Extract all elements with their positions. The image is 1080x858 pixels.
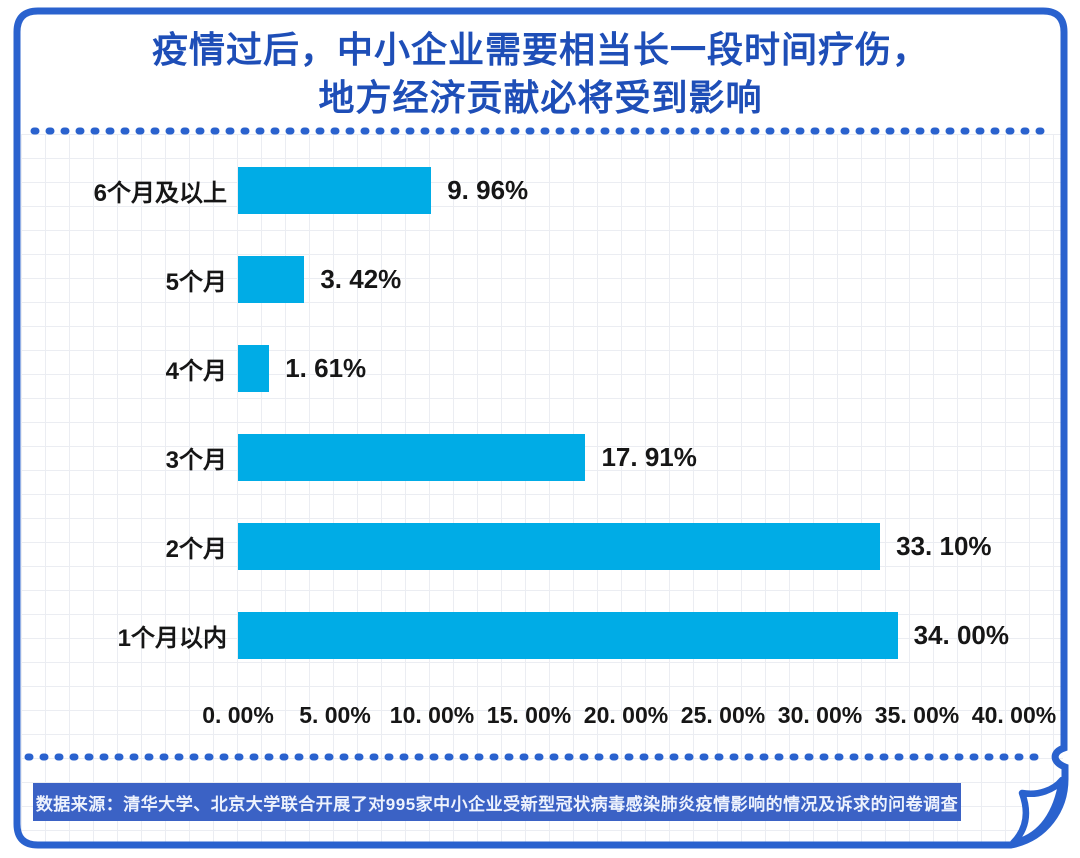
bar [238, 612, 898, 659]
value-label: 34. 00% [913, 620, 1009, 650]
value-label: 17. 91% [601, 442, 697, 472]
bar [238, 345, 270, 392]
chart-title: 疫情过后，中小企业需要相当长一段时间疗伤， 地方经济贡献必将受到影响 [17, 26, 1064, 122]
bar-track: 17. 91% [238, 434, 1014, 481]
bar-row: 6个月及以上 9. 96% [21, 146, 1063, 235]
x-axis-tick-label: 25. 00% [680, 702, 766, 728]
bar-row: 2个月 33. 10% [21, 502, 1063, 591]
category-label: 6个月及以上 [93, 180, 227, 207]
value-label: 9. 96% [447, 175, 529, 205]
category-label: 4个月 [165, 358, 227, 385]
value-label: 1. 61% [285, 353, 367, 383]
x-axis-tick-label: 20. 00% [583, 702, 669, 728]
category-label: 1个月以内 [117, 625, 227, 652]
source-text: 数据来源：清华大学、北京大学联合开展了对995家中小企业受新型冠状病毒感染肺炎疫… [35, 794, 959, 814]
x-axis-tick-label: 30. 00% [777, 702, 863, 728]
value-label: 3. 42% [320, 264, 402, 294]
bar-chart: 6个月及以上 9. 96% 5个月 3. 42% 4个月 1. 61% 3个月 17. 91%… [21, 146, 1063, 680]
category-label: 5个月 [165, 269, 227, 296]
bar-track: 33. 10% [238, 523, 1014, 570]
bar-track: 3. 42% [238, 256, 1014, 303]
bar-row: 1个月以内 34. 00% [21, 591, 1063, 680]
bar-track: 34. 00% [238, 612, 1014, 659]
category-label: 3个月 [165, 447, 227, 474]
bar-row: 5个月 3. 42% [21, 235, 1063, 324]
x-axis-tick-label: 10. 00% [389, 702, 475, 728]
bar [238, 523, 881, 570]
bar-row: 3个月 17. 91% [21, 413, 1063, 502]
source-banner: 数据来源：清华大学、北京大学联合开展了对995家中小企业受新型冠状病毒感染肺炎疫… [33, 783, 961, 821]
bar [238, 256, 305, 303]
category-label: 2个月 [165, 536, 227, 563]
value-label: 33. 10% [896, 531, 992, 561]
x-axis-tick-label: 15. 00% [486, 702, 572, 728]
x-axis-tick-label: 5. 00% [299, 702, 371, 728]
bar [238, 167, 432, 214]
x-axis-tick-label: 40. 00% [971, 702, 1057, 728]
bar-row: 4个月 1. 61% [21, 324, 1063, 413]
bar-rows: 6个月及以上 9. 96% 5个月 3. 42% 4个月 1. 61% 3个月 17. 91%… [21, 146, 1063, 680]
bar [238, 434, 586, 481]
bar-track: 1. 61% [238, 345, 1014, 392]
x-axis-tick-label: 35. 00% [874, 702, 960, 728]
x-axis-tick-label: 0. 00% [202, 702, 274, 728]
x-axis: 0. 00% 5. 00% 10. 00% 15. 00% 20. 00% 25. 00%… [202, 702, 1056, 732]
bar-track: 9. 96% [238, 167, 1014, 214]
chart-title-line1: 疫情过后，中小企业需要相当长一段时间疗伤， [151, 29, 929, 70]
chart-title-line2: 地方经济贡献必将受到影响 [318, 77, 763, 118]
